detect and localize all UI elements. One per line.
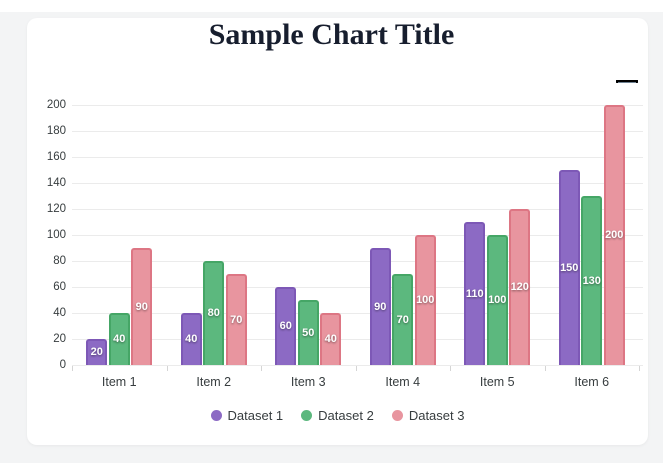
bar-value-label: 100 bbox=[416, 294, 435, 306]
bar-dataset3-item1[interactable]: 90 bbox=[131, 248, 153, 365]
x-axis-category-label: Item 6 bbox=[574, 375, 610, 389]
x-axis-tick bbox=[544, 366, 546, 371]
x-axis-tick bbox=[72, 366, 73, 371]
bar-value-label: 80 bbox=[207, 307, 220, 319]
bar-value-label: 40 bbox=[113, 333, 126, 345]
bar-value-label: 60 bbox=[279, 320, 292, 332]
bar-value-label: 200 bbox=[605, 229, 624, 241]
gridline bbox=[72, 183, 643, 184]
bar-dataset3-item5[interactable]: 120 bbox=[509, 209, 531, 365]
y-axis-tick-label: 40 bbox=[53, 306, 66, 319]
bar-value-label: 90 bbox=[374, 300, 387, 313]
y-axis-tick-label: 60 bbox=[53, 280, 66, 293]
x-axis-tick bbox=[166, 366, 168, 371]
legend-item-dataset-1[interactable]: Dataset 1 bbox=[210, 408, 284, 423]
bar-dataset2-item2[interactable]: 80 bbox=[203, 261, 225, 365]
bar-dataset2-item1[interactable]: 40 bbox=[108, 313, 130, 365]
bar-value-label: 70 bbox=[396, 313, 409, 326]
bar-value-label: 120 bbox=[510, 281, 529, 293]
bar-value-label: 100 bbox=[488, 294, 507, 306]
bar-value-label: 150 bbox=[560, 261, 579, 274]
x-axis-tick bbox=[355, 366, 357, 371]
legend-item-dataset-3[interactable]: Dataset 3 bbox=[391, 408, 465, 423]
legend-item-dataset-2[interactable]: Dataset 2 bbox=[301, 408, 374, 423]
hamburger-menu-icon[interactable] bbox=[616, 80, 638, 94]
x-axis-tick bbox=[639, 366, 640, 371]
x-axis-tick bbox=[261, 366, 262, 371]
y-axis-tick-label: 180 bbox=[46, 124, 66, 137]
hamburger-menu-line bbox=[616, 80, 638, 83]
bar-dataset2-item3[interactable]: 50 bbox=[297, 300, 319, 365]
gridline bbox=[72, 313, 643, 314]
chart-legend: Dataset 1 Dataset 2 Dataset 3 bbox=[27, 408, 648, 423]
bar-dataset1-item4[interactable]: 90 bbox=[369, 248, 391, 365]
legend-marker-icon bbox=[391, 410, 403, 421]
x-axis-tick bbox=[450, 366, 451, 371]
bar-dataset1-item5[interactable]: 110 bbox=[464, 222, 486, 365]
bar-dataset2-item5[interactable]: 100 bbox=[486, 235, 508, 365]
y-axis-tick-label: 0 bbox=[59, 358, 66, 371]
gridline bbox=[72, 235, 643, 236]
y-axis-tick-label: 80 bbox=[53, 254, 66, 267]
bar-value-label: 20 bbox=[90, 346, 103, 358]
legend-label: Dataset 1 bbox=[227, 408, 284, 423]
bar-dataset2-item6[interactable]: 130 bbox=[581, 196, 603, 365]
x-axis-category-label: Item 4 bbox=[385, 375, 421, 389]
bar-value-label: 50 bbox=[302, 326, 315, 339]
x-axis-category-label: Item 2 bbox=[196, 375, 232, 389]
bar-value-label: 90 bbox=[135, 300, 148, 313]
bar-value-label: 70 bbox=[230, 313, 243, 326]
gridline bbox=[72, 287, 643, 288]
bar-dataset1-item2[interactable]: 40 bbox=[180, 313, 202, 365]
bar-value-label: 40 bbox=[324, 333, 337, 345]
chart-title: Sample Chart Title bbox=[208, 18, 455, 51]
gridline bbox=[72, 157, 643, 158]
bar-dataset1-item3[interactable]: 60 bbox=[275, 287, 297, 365]
bar-value-label: 130 bbox=[582, 274, 601, 287]
bar-dataset3-item3[interactable]: 40 bbox=[320, 313, 342, 365]
bar-dataset3-item4[interactable]: 100 bbox=[414, 235, 436, 365]
bar-dataset2-item4[interactable]: 70 bbox=[392, 274, 414, 365]
bar-dataset1-item6[interactable]: 150 bbox=[558, 170, 580, 365]
y-axis-tick-label: 120 bbox=[46, 202, 66, 215]
legend-marker-icon bbox=[301, 410, 313, 421]
x-axis-category-label: Item 5 bbox=[479, 375, 515, 389]
chart-card bbox=[27, 18, 648, 445]
y-axis-tick-label: 100 bbox=[46, 228, 66, 241]
bar-dataset1-item1[interactable]: 20 bbox=[86, 339, 108, 365]
gridline bbox=[72, 365, 643, 366]
bar-value-label: 110 bbox=[465, 287, 484, 300]
gridline bbox=[72, 131, 643, 132]
gridline bbox=[72, 209, 643, 210]
y-axis-tick-label: 200 bbox=[46, 98, 66, 111]
y-axis-tick-label: 20 bbox=[53, 332, 66, 345]
bar-dataset3-item6[interactable]: 200 bbox=[603, 105, 625, 365]
gridline bbox=[72, 339, 643, 340]
legend-label: Dataset 2 bbox=[318, 408, 374, 423]
x-axis-category-label: Item 1 bbox=[101, 375, 137, 389]
x-axis-category-label: Item 3 bbox=[290, 375, 326, 389]
bar-dataset3-item2[interactable]: 70 bbox=[225, 274, 247, 365]
y-axis-tick-label: 160 bbox=[46, 150, 66, 163]
gridline bbox=[72, 261, 643, 262]
legend-marker-icon bbox=[210, 410, 222, 421]
y-axis-tick-label: 140 bbox=[46, 176, 66, 189]
gridline bbox=[72, 105, 643, 106]
bar-value-label: 40 bbox=[185, 333, 198, 345]
legend-label: Dataset 3 bbox=[408, 408, 465, 423]
